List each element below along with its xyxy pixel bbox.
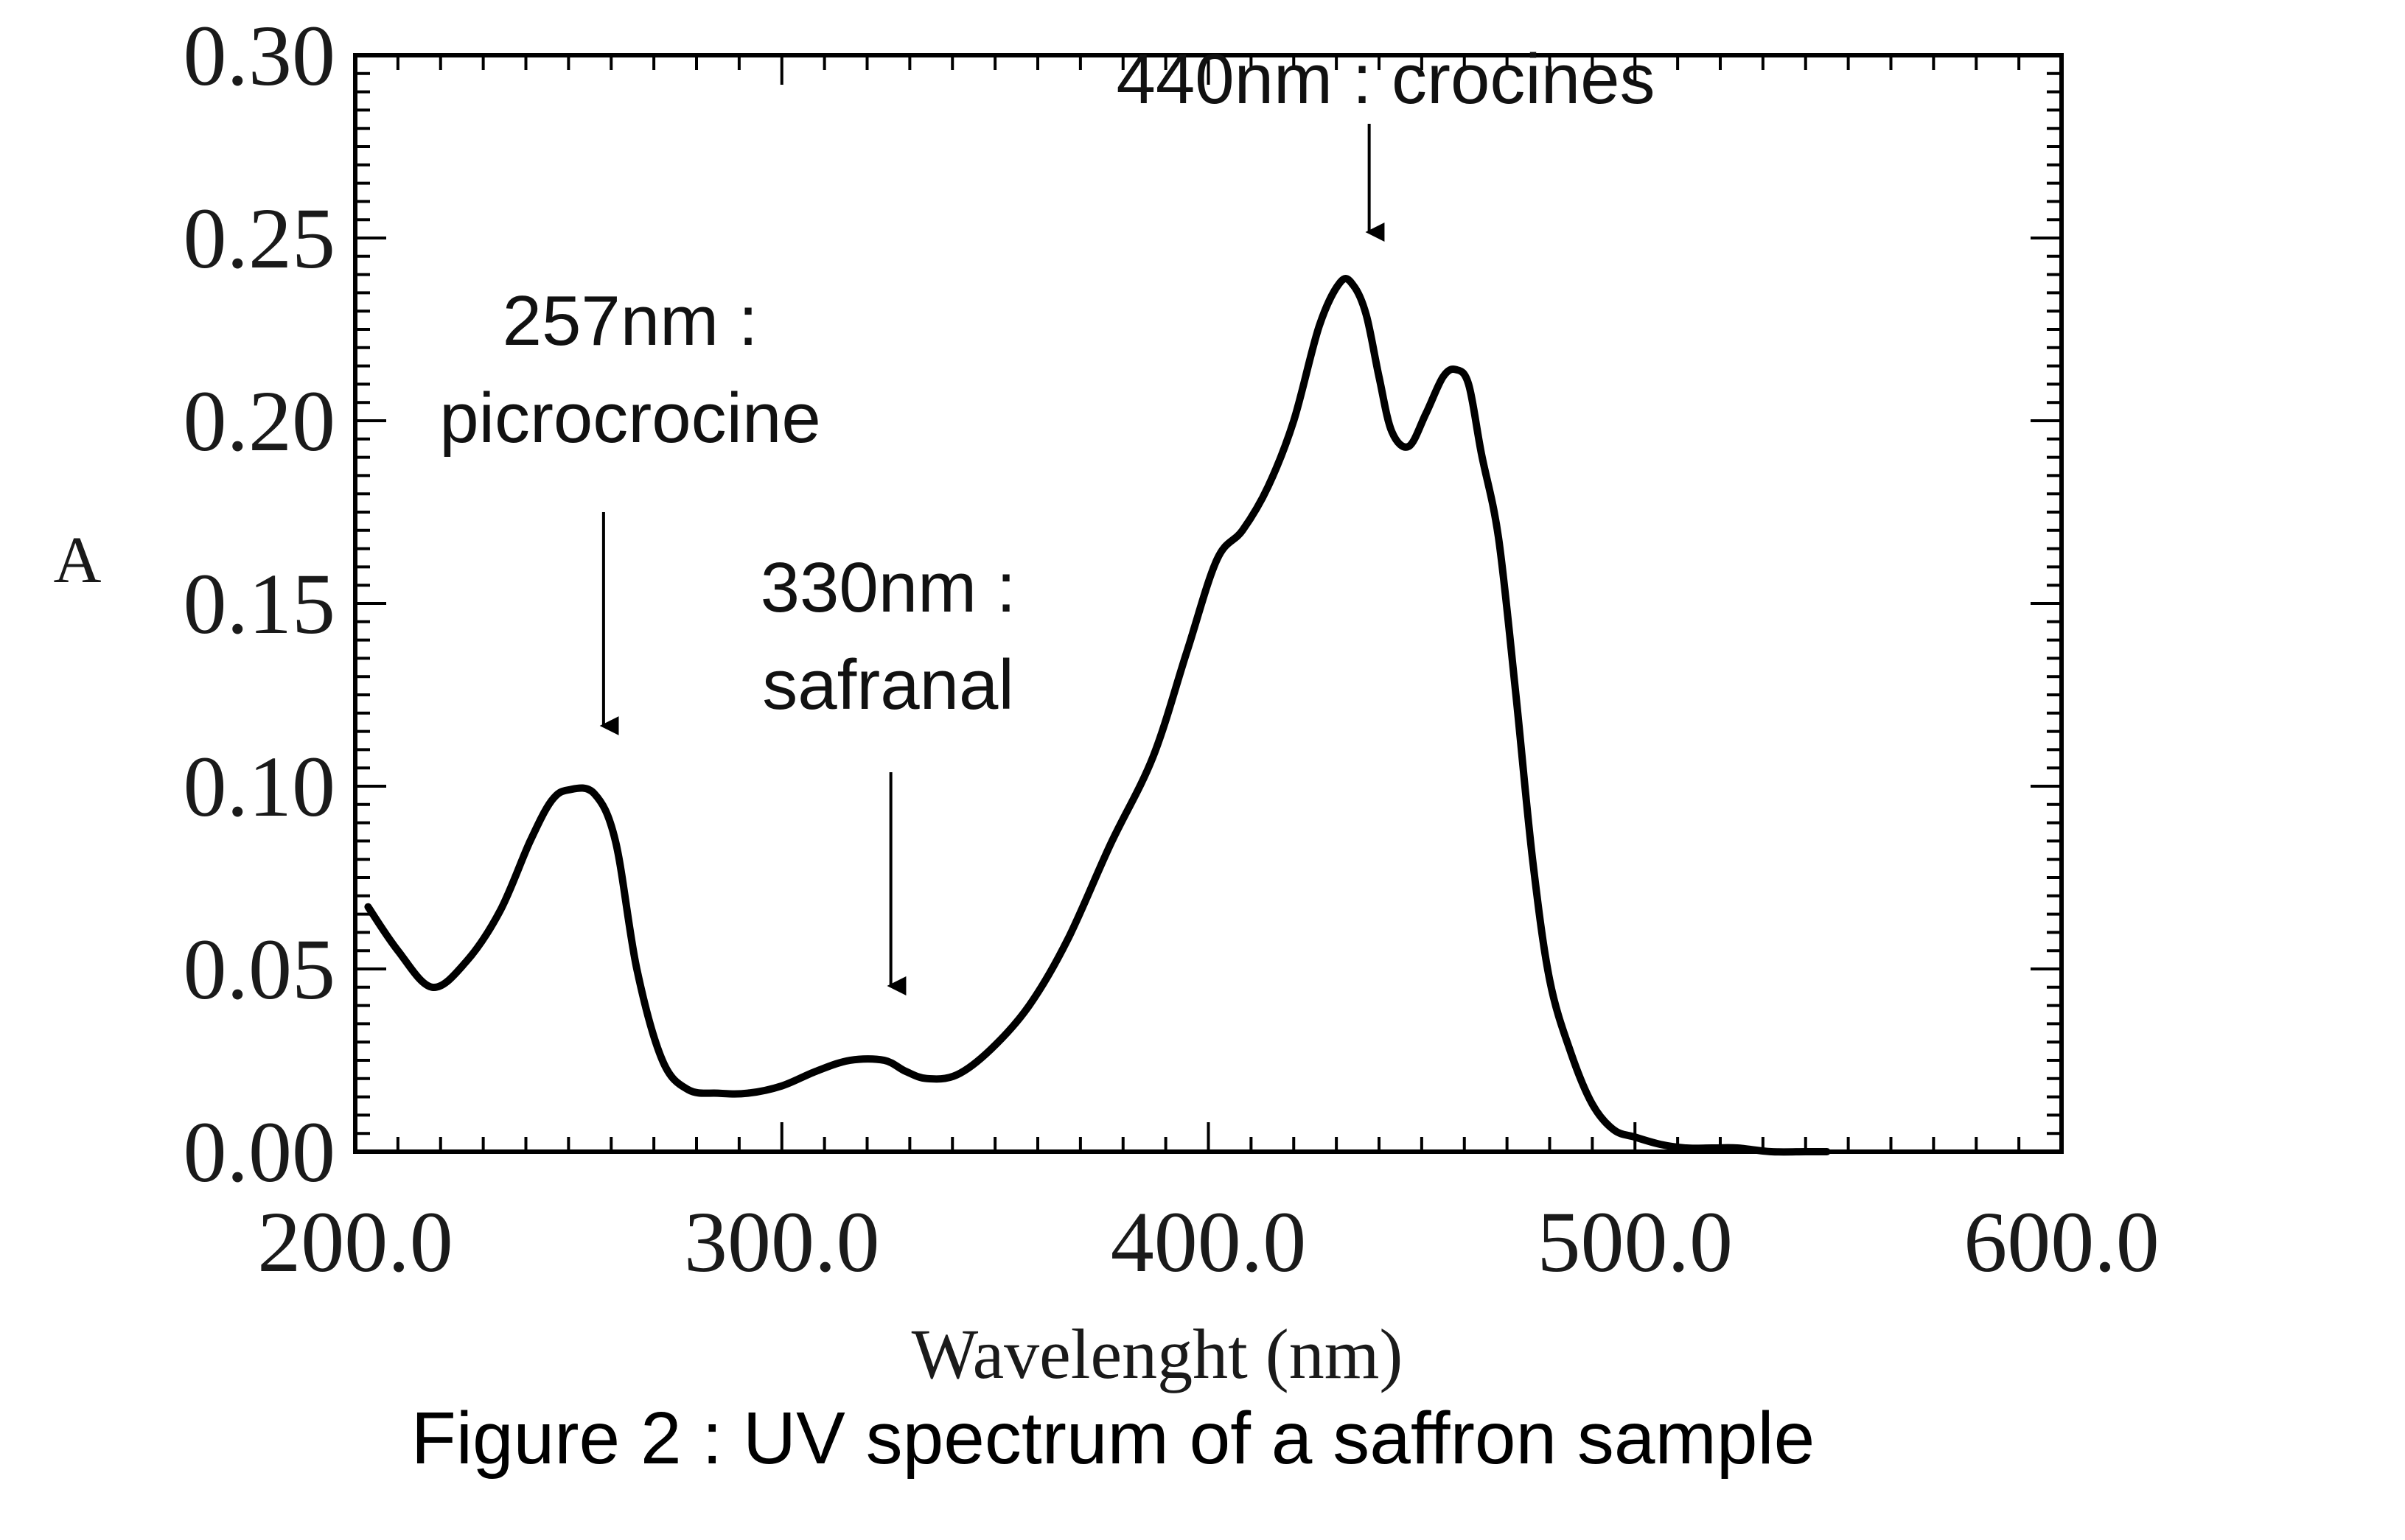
x-tick-label: 600.0 bbox=[1964, 1194, 2160, 1290]
figure-caption: Figure 2 : UV spectrum of a saffron samp… bbox=[411, 1397, 1815, 1480]
annotation-label: picrocrocine bbox=[439, 379, 821, 458]
y-tick-label: 0.05 bbox=[184, 921, 336, 1018]
y-tick-label: 0.15 bbox=[184, 556, 336, 652]
x-tick-label: 500.0 bbox=[1537, 1194, 1734, 1290]
spectrum-line bbox=[364, 275, 1831, 1156]
x-tick-label: 400.0 bbox=[1111, 1194, 1307, 1290]
annotation-label: 440nm : crocines bbox=[1116, 40, 1655, 119]
y-tick-label: 0.30 bbox=[184, 7, 336, 104]
x-tick-label: 300.0 bbox=[684, 1194, 880, 1290]
plot-frame bbox=[353, 53, 2064, 1154]
annotation-label: 330nm : bbox=[761, 548, 1016, 627]
y-tick-label: 0.00 bbox=[184, 1104, 336, 1200]
y-tick-label: 0.10 bbox=[184, 738, 336, 835]
x-tick-label: 200.0 bbox=[257, 1194, 453, 1290]
annotation-label: safranal bbox=[762, 645, 1014, 724]
x-axis-label: Wavelenght (nm) bbox=[912, 1315, 1403, 1393]
y-axis-label: A bbox=[54, 524, 102, 597]
y-tick-label: 0.25 bbox=[184, 190, 336, 287]
annotation-label: 257nm : bbox=[503, 281, 758, 360]
y-tick-label: 0.20 bbox=[184, 373, 336, 469]
